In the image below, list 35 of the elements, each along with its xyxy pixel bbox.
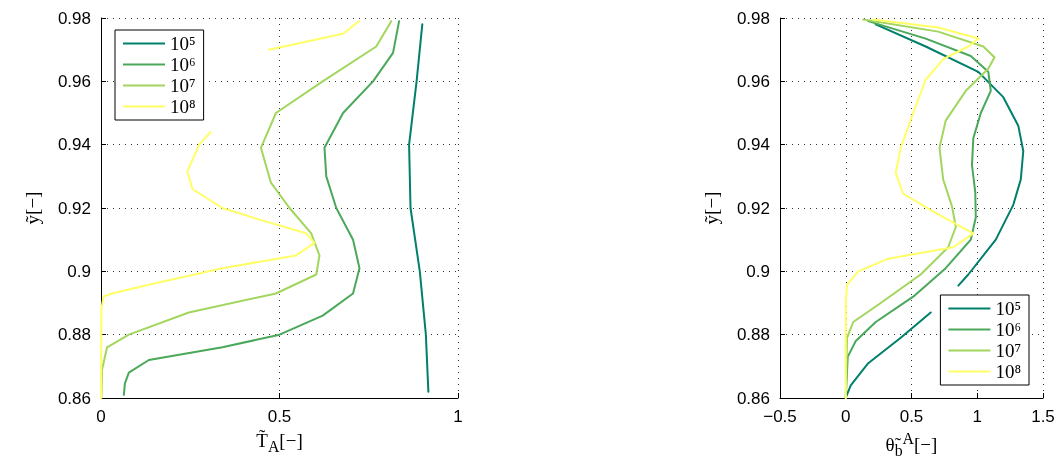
legend-label: 10⁸: [995, 361, 1021, 382]
legend-label: 10⁷: [995, 340, 1021, 361]
line-series: [408, 23, 430, 393]
x-tick-label: 0: [841, 407, 851, 426]
y-tick-label: 0.86: [736, 388, 770, 408]
y-tick-label: 0.94: [57, 135, 91, 155]
y-tick-label: 0.92: [736, 198, 770, 218]
y-tick-label: 0.94: [736, 135, 770, 155]
legend-label: 10⁸: [170, 96, 196, 117]
legend-label: 10⁷: [170, 75, 196, 96]
y-tick-label: 0.92: [57, 198, 91, 218]
x-axis-title: θ̃$_{b}$$^{A}$[−]: [885, 430, 938, 461]
x-tick-label: 1: [972, 407, 982, 426]
legend-label: 10⁶: [995, 319, 1021, 340]
y-tick-label: 0.98: [57, 8, 91, 28]
x-tick-label: 0: [96, 407, 106, 426]
x-tick-label: −0.5: [763, 407, 797, 426]
x-tick-label: 1.5: [1031, 407, 1055, 426]
x-tick-label: 1: [453, 407, 463, 426]
y-tick-label: 0.96: [736, 71, 770, 91]
x-tick-label: 0.5: [899, 407, 924, 426]
y-tick-label: 0.88: [57, 325, 91, 345]
legend-label: 10⁵: [995, 298, 1021, 319]
y-tick-label: 0.88: [736, 325, 770, 345]
y-tick-label: 0.96: [57, 71, 91, 91]
y-axis-title: ỹ[−]: [701, 191, 723, 225]
y-tick-label: 0.9: [67, 261, 91, 281]
y-tick-label: 0.86: [57, 388, 91, 408]
legend-label: 10⁶: [170, 54, 196, 75]
y-axis-title: ỹ[−]: [22, 191, 44, 225]
x-axis-title: T̃$_{A}$[−]: [256, 430, 303, 456]
y-tick-label: 0.9: [746, 261, 770, 281]
legend-label: 10⁵: [170, 33, 196, 54]
x-tick-label: 0.5: [267, 407, 292, 426]
y-tick-label: 0.98: [736, 8, 770, 28]
